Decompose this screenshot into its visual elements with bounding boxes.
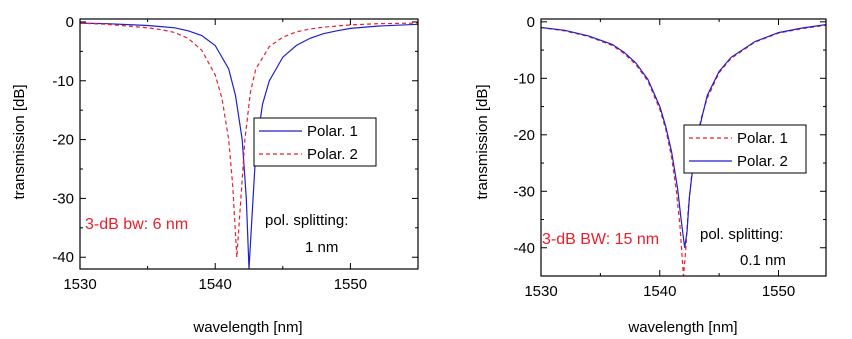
annotation-splitting-label: pol. splitting:: [700, 226, 783, 243]
x-tick-label: 1540: [199, 276, 232, 293]
y-axis-title: transmission [dB]: [11, 84, 28, 199]
plot-frame: [540, 18, 827, 277]
y-axis-ticks: 0 -10 -20 -30 -40: [52, 14, 418, 266]
x-axis-ticks: 1530 1540 1550: [524, 19, 795, 300]
y-tick-label: -40: [52, 249, 74, 266]
y-tick-label: -10: [52, 73, 74, 90]
annotation-splitting-value: 0.1 nm: [740, 252, 786, 269]
y-tick-label: -20: [513, 127, 535, 144]
plot-area: [79, 18, 419, 270]
legend-label-series-1: Polar. 1: [737, 130, 788, 147]
legend-label-series-2: Polar. 2: [307, 146, 358, 163]
x-tick-label: 1550: [334, 276, 367, 293]
x-tick-label: 1530: [524, 283, 557, 300]
series-line-2: [541, 24, 826, 248]
y-tick-label: -40: [513, 240, 535, 257]
x-tick-label: 1530: [63, 276, 96, 293]
legend-label-series-1: Polar. 1: [307, 123, 358, 140]
y-tick-label: 0: [527, 14, 535, 31]
y-tick-label: -10: [513, 70, 535, 87]
x-axis-ticks: 1530 1540 1550: [63, 19, 367, 293]
plot-frame: [79, 18, 419, 270]
y-tick-label: -30: [52, 190, 74, 207]
legend: Polar. 1 Polar. 2: [253, 117, 377, 167]
legend: Polar. 1 Polar. 2: [683, 124, 807, 174]
x-axis-title: wavelength [nm]: [192, 319, 302, 336]
x-tick-label: 1540: [643, 283, 676, 300]
y-axis-title: transmission [dB]: [474, 84, 491, 199]
y-tick-label: 0: [66, 14, 74, 31]
legend-box: [253, 117, 377, 167]
plot-area: [540, 18, 827, 277]
x-tick-label: 1550: [762, 283, 795, 300]
legend-label-series-2: Polar. 2: [737, 153, 788, 170]
y-tick-label: -30: [513, 183, 535, 200]
chart-panel-left: 1530 1540 1550 0 -10 -20 -30 -40 wavelength [n…: [11, 14, 419, 336]
chart-panel-right: 1530 1540 1550 0 -10 -20 -30 -40 wavelength [n…: [474, 14, 827, 336]
series-line-1: [80, 22, 418, 269]
y-axis-ticks: 0 -10 -20 -30 -40: [513, 14, 826, 257]
annotation-splitting-label: pol. splitting:: [265, 212, 348, 229]
annotation-bandwidth: 3-dB BW: 15 nm: [542, 231, 659, 248]
annotation-bandwidth: 3-dB bw: 6 nm: [85, 216, 188, 233]
y-tick-label: -20: [52, 132, 74, 149]
annotation-splitting-value: 1 nm: [305, 239, 338, 256]
x-axis-title: wavelength [nm]: [627, 319, 737, 336]
legend-box: [683, 124, 807, 174]
